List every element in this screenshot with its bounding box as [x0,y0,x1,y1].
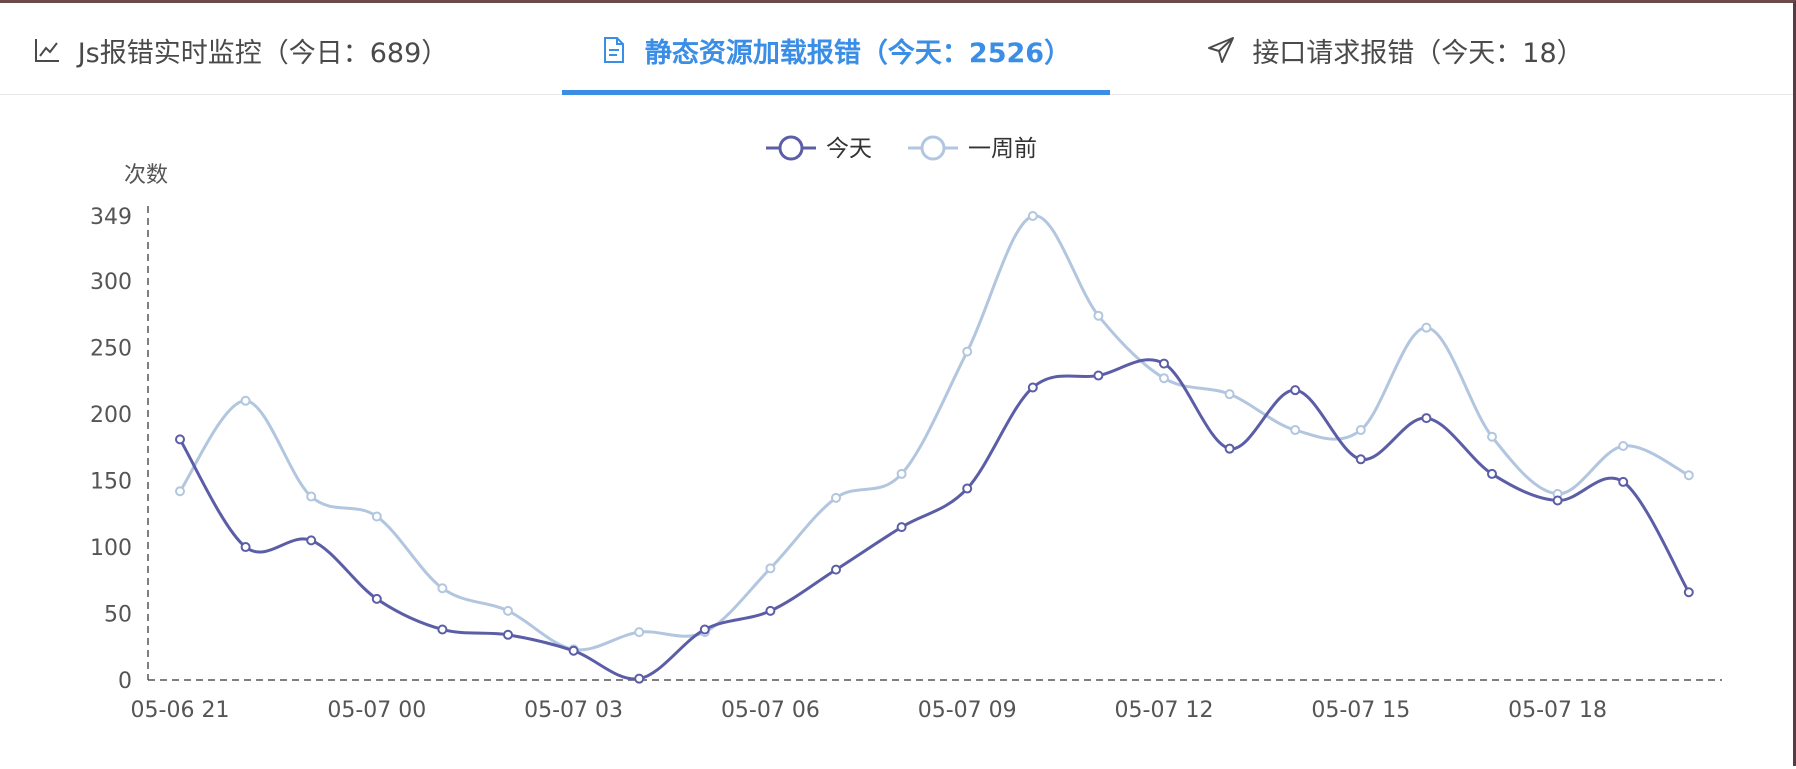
data-point [1224,389,1235,400]
data-point [1290,385,1301,396]
data-point [1421,322,1432,333]
tab-label: 接口请求报错（今天：18） [1252,37,1584,69]
x-tick-label: 05-07 18 [1508,698,1607,723]
data-point [371,593,382,604]
data-point [1618,441,1629,452]
data-point [175,434,185,445]
data-point [831,492,841,503]
data-point [1224,443,1235,454]
y-tick-label: 349 [90,205,132,230]
y-tick-label: 200 [90,403,132,428]
data-point [1683,470,1694,481]
data-point [437,624,448,635]
data-point [306,535,317,546]
send-icon [1206,35,1236,65]
x-tick-label: 05-07 03 [524,698,623,723]
data-point [634,627,645,638]
tab-label: Js报错实时监控（今日：689） [77,37,449,69]
data-point [634,673,645,684]
data-point [1159,358,1169,369]
legend-label: 一周前 [968,136,1037,162]
data-point [962,483,973,494]
y-tick-label: 0 [118,669,132,694]
data-point [896,468,907,479]
y-tick-label: 250 [90,337,132,362]
legend-marker [778,135,804,161]
data-point [1421,413,1432,424]
tab-js-errors[interactable]: Js报错实时监控（今日：689） [20,6,460,94]
x-tick-label: 05-07 12 [1115,698,1214,723]
x-tick-label: 05-07 15 [1311,698,1410,723]
data-point [831,564,841,575]
x-tick-label: 05-07 00 [327,698,426,723]
series-line-week-ago [178,214,1690,652]
x-tick-label: 05-07 06 [721,698,820,723]
legend-marker [920,135,946,161]
data-point [503,605,513,616]
y-tick-label: 300 [90,270,132,295]
y-tick-label: 50 [104,603,132,628]
line-chart-icon [32,35,62,65]
data-point [1027,211,1038,221]
x-tick-label: 05-06 21 [131,698,230,723]
data-point [1093,310,1104,321]
data-point [437,583,448,594]
data-point [240,542,251,553]
data-point [765,563,776,574]
data-point [1027,382,1038,393]
data-point [1355,454,1366,465]
active-tab-indicator [562,90,1110,95]
tab-bar: Js报错实时监控（今日：689） 静态资源加载报错（今天：2526） 接口请求报… [0,6,1793,95]
y-axis-label: 次数 [124,163,168,188]
data-point [175,486,185,497]
data-point [765,605,776,616]
data-point [962,346,973,357]
error-count-line-chart: 次数 0 50 100 150 200 250 300 349 05-06 21 05-07 00 0… [90,135,1722,723]
data-point [371,511,382,522]
series-line-today [178,358,1691,681]
data-point [896,522,907,533]
data-point [306,491,317,502]
y-tick-label: 150 [90,470,132,495]
data-point [1487,468,1497,479]
data-point [1093,370,1104,381]
data-point [699,624,710,635]
data-point [1552,495,1563,506]
data-point [1683,587,1694,598]
data-point [1290,425,1301,436]
data-point [240,395,251,406]
tab-api-request-errors[interactable]: 接口请求报错（今天：18） [1195,6,1595,94]
data-point [1159,373,1169,384]
data-point [503,629,513,640]
data-point [568,645,579,656]
x-tick-label: 05-07 09 [918,698,1017,723]
tab-label: 静态资源加载报错（今天：2526） [644,37,1072,69]
document-icon [599,35,629,65]
tab-static-resource-errors[interactable]: 静态资源加载报错（今天：2526） [575,6,1095,94]
y-tick-label: 100 [90,536,132,561]
data-point [1618,476,1629,487]
legend-label: 今天 [826,136,872,162]
data-point [1355,425,1366,436]
data-point [1487,431,1497,442]
